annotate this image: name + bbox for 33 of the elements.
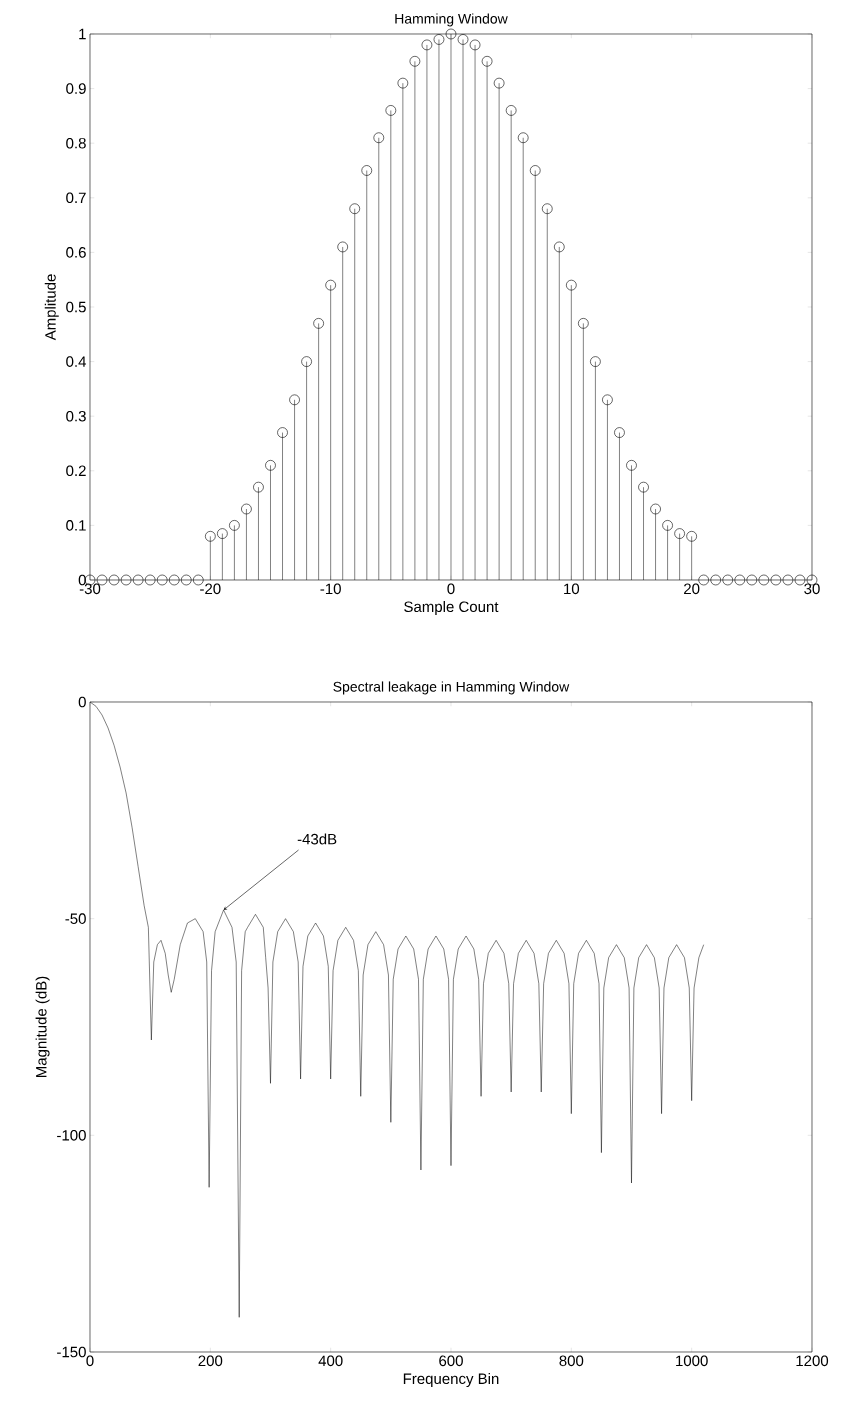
y-tick-label: 0.3 (66, 410, 86, 422)
annotation: -43dB (297, 833, 337, 845)
y-axis-title: Amplitude (44, 274, 59, 341)
x-tick-label: 600 (439, 1355, 463, 1367)
y-tick-label: 0.4 (66, 356, 87, 367)
chart-title: Spectral leakage in Hamming Window (333, 681, 570, 695)
y-tick-label: 0.6 (66, 247, 86, 258)
y-tick-label: 0.5 (66, 301, 86, 313)
x-tick-label: 30 (804, 583, 820, 595)
y-tick-label: 0.8 (66, 137, 86, 149)
x-tick-label: -10 (320, 583, 341, 595)
y-tick-label: -100 (57, 1130, 86, 1141)
x-tick-label: 20 (684, 583, 700, 595)
x-axis-title: Sample Count (404, 601, 499, 615)
x-tick-label: 1200 (796, 1355, 829, 1367)
y-tick-label: 0.7 (66, 192, 86, 204)
chart-title: Hamming Window (395, 13, 508, 27)
y-axis-title: Magnitude (dB) (35, 976, 50, 1078)
x-tick-label: 10 (564, 583, 580, 595)
x-tick-label: 400 (318, 1355, 343, 1367)
x-tick-label: 200 (198, 1355, 223, 1367)
y-tick-label: 1 (79, 28, 86, 40)
y-tick-label: 0.9 (66, 83, 86, 94)
x-tick-label: 800 (559, 1355, 584, 1367)
x-axis-title: Frequency Bin (403, 1373, 499, 1387)
x-tick-label: 1000 (676, 1355, 708, 1367)
y-tick-label: 0.1 (66, 520, 86, 531)
y-tick-label: -50 (65, 913, 86, 924)
x-tick-label: -20 (200, 583, 221, 595)
y-tick-label: 0.2 (66, 465, 86, 477)
y-tick-label: -150 (57, 1346, 86, 1358)
x-tick-label: 0 (447, 583, 455, 595)
y-tick-label: 0 (78, 696, 86, 708)
